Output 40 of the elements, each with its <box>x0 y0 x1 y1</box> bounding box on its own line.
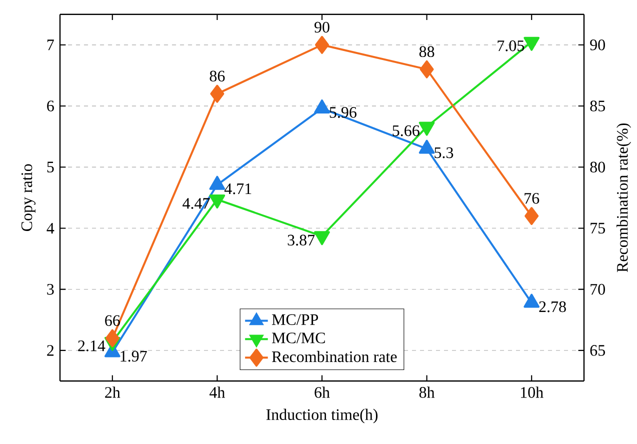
y2-tick-label: 90 <box>590 39 605 50</box>
data-label: 5.3 <box>434 147 454 158</box>
legend-label: MC/PP <box>272 314 318 325</box>
data-label: 2.14 <box>78 340 106 352</box>
point <box>210 84 224 103</box>
data-label: 4.71 <box>224 183 252 194</box>
data-label: 3.87 <box>288 234 315 246</box>
data-label: 5.66 <box>392 125 420 136</box>
y2-tick-label: 80 <box>590 162 605 172</box>
y-tick-label: 5 <box>47 162 54 172</box>
point <box>105 329 120 348</box>
data-label: 90 <box>314 22 330 33</box>
y2-tick-label: 85 <box>590 100 605 112</box>
y2-tick-label: 75 <box>590 222 605 234</box>
y2-tick-label: 70 <box>590 284 605 295</box>
y2-axis-title: Recombination rate(%) <box>616 124 632 272</box>
point <box>524 207 539 225</box>
data-label: 2.78 <box>539 301 566 312</box>
point <box>420 60 434 78</box>
x-tick-label: 10h <box>521 386 544 398</box>
y-tick-label: 2 <box>47 345 54 356</box>
x-tick-label: 8h <box>419 386 435 398</box>
legend-label: Recombination rate <box>272 350 397 362</box>
y2-tick-label: 65 <box>590 345 605 356</box>
data-label: 88 <box>419 46 434 58</box>
y-tick-label: 7 <box>47 40 54 50</box>
x-tick-label: 2h <box>105 386 120 398</box>
y-tick-label: 4 <box>46 222 54 234</box>
y-tick-label: 3 <box>47 284 54 295</box>
x-axis-title: Induction time(h) <box>266 408 378 424</box>
data-label: 76 <box>524 192 540 204</box>
y-tick-label: 6 <box>47 100 54 112</box>
data-label: 1.97 <box>120 350 147 362</box>
x-tick-label: 6h <box>314 386 330 398</box>
x-tick-label: 4h <box>210 386 225 398</box>
legend-label: MC/MC <box>272 332 325 344</box>
data-label: 7.05 <box>498 40 524 52</box>
y-axis-title: Copy ratio <box>21 164 36 232</box>
point <box>315 36 329 54</box>
data-label: 86 <box>210 70 225 82</box>
